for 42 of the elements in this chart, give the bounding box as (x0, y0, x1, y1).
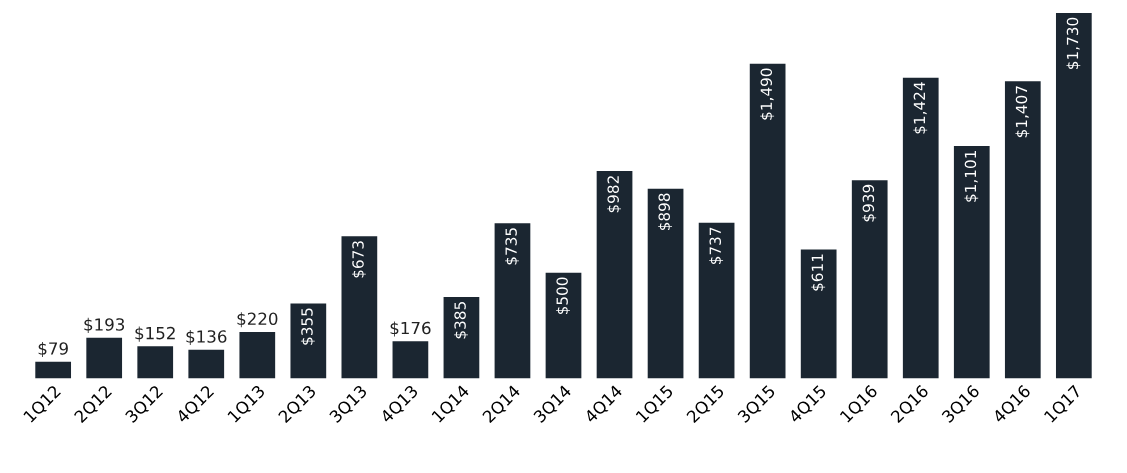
bar (698, 222, 735, 379)
bar (392, 341, 429, 379)
bar (800, 249, 837, 379)
data-label: $1,490 (760, 68, 775, 120)
data-label: $1,424 (913, 82, 928, 134)
data-label: $673 (351, 241, 366, 278)
data-label: $79 (38, 341, 68, 358)
data-label: $898 (658, 193, 673, 231)
bar (35, 361, 72, 379)
bar (1055, 13, 1092, 379)
bar (239, 331, 276, 379)
data-label: $1,407 (1015, 86, 1030, 138)
bar (596, 171, 633, 379)
bar (290, 303, 327, 379)
data-label: $735 (505, 228, 519, 265)
data-label: $500 (556, 277, 570, 315)
bar (545, 272, 582, 379)
bar (443, 297, 480, 379)
data-label: $1,101 (964, 150, 979, 202)
bar (86, 337, 123, 379)
data-label: $152 (135, 326, 175, 342)
bar (851, 180, 888, 379)
data-label: $136 (186, 329, 227, 346)
bar (749, 63, 786, 379)
bar (902, 77, 939, 379)
data-label: $611 (811, 254, 826, 291)
data-label: $176 (390, 321, 431, 337)
bar (953, 145, 990, 379)
data-label: $355 (300, 308, 315, 345)
bar (647, 188, 684, 379)
bar (188, 349, 225, 379)
bar (1004, 81, 1041, 379)
bar (137, 346, 174, 379)
data-label: $193 (84, 317, 125, 333)
data-label: $939 (862, 184, 877, 222)
data-label: $220 (237, 312, 278, 328)
bar (341, 236, 378, 379)
data-label: $385 (454, 302, 468, 339)
data-label: $982 (607, 176, 621, 213)
data-label: $737 (709, 227, 724, 265)
bar (494, 223, 531, 379)
data-label: $1,730 (1066, 17, 1081, 69)
